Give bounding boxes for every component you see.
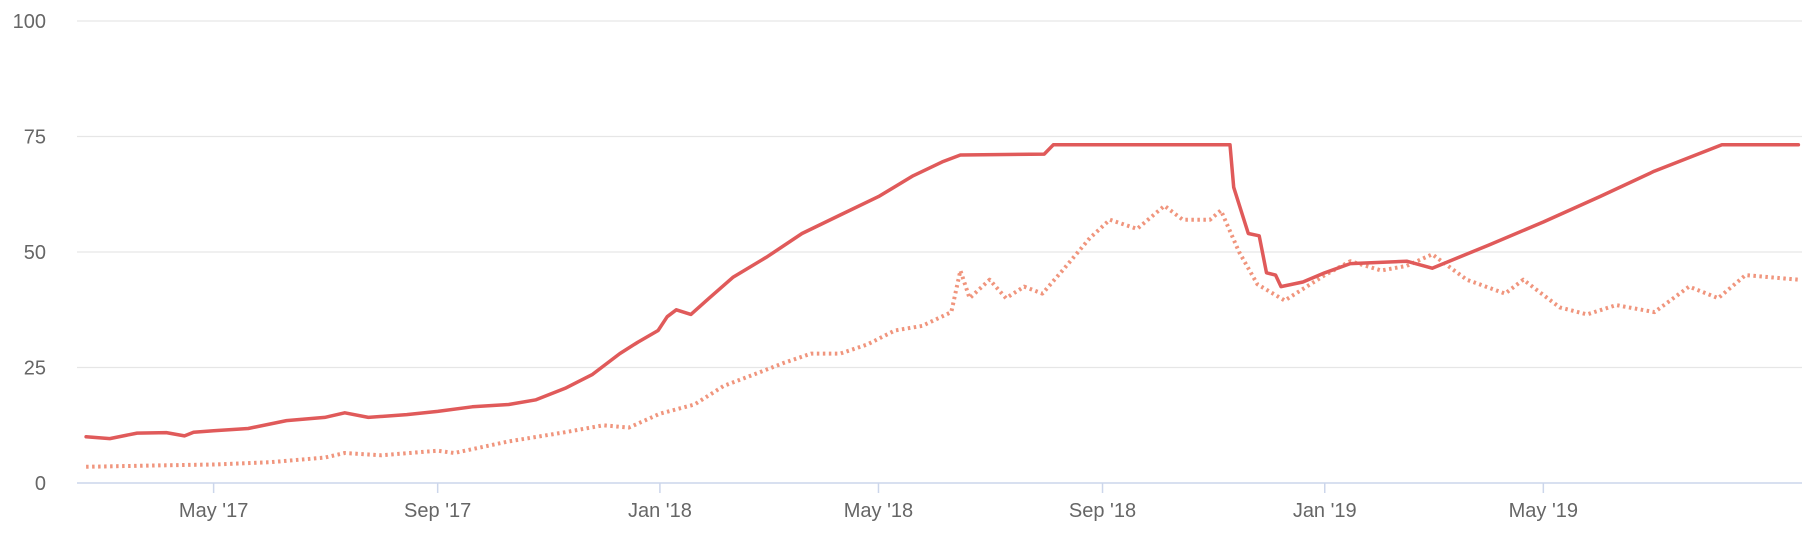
y-axis-ticks: 0 25 50 75 100: [13, 11, 46, 495]
y-tick-label: 0: [35, 473, 46, 495]
x-tick-label: Jan '19: [1293, 500, 1357, 522]
series-line-solid: [84, 143, 1801, 441]
y-tick-label: 100: [13, 11, 46, 33]
chart-gridlines: [77, 20, 1802, 369]
y-tick-label: 25: [24, 358, 46, 380]
x-axis-ticks: May '17 Sep '17 Jan '18 May '18 Sep '18 Jan '…: [179, 483, 1578, 522]
x-tick-label: May '18: [844, 500, 913, 522]
x-tick-label: Sep '18: [1069, 500, 1136, 522]
y-tick-label: 75: [24, 127, 46, 149]
x-tick-label: May '17: [179, 500, 248, 522]
series-line-dotted: [86, 203, 1799, 469]
x-tick-label: Sep '17: [404, 500, 471, 522]
x-tick-label: May '19: [1509, 500, 1578, 522]
y-tick-label: 50: [24, 242, 46, 264]
x-tick-label: Jan '18: [628, 500, 692, 522]
series-lines: [84, 143, 1801, 469]
